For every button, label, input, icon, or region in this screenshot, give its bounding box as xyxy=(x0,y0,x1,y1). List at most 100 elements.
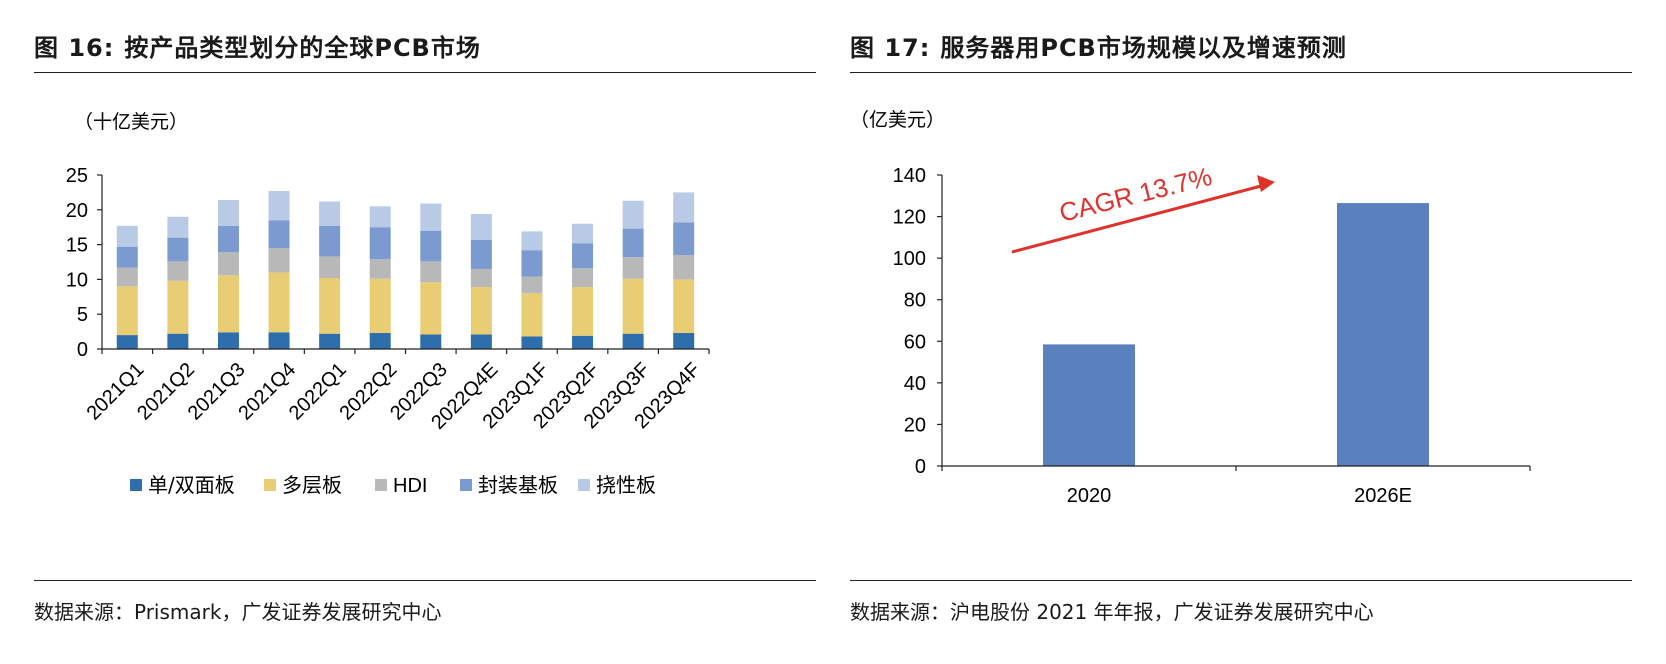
bar-segment xyxy=(369,278,391,333)
bar xyxy=(1043,344,1135,466)
figure-16-title-text: 按产品类型划分的全球PCB市场 xyxy=(124,34,481,62)
bar-segment xyxy=(572,223,594,244)
bar-segment xyxy=(673,255,695,280)
x-tick-label: 2020 xyxy=(1067,485,1112,507)
bar-segment xyxy=(622,200,644,229)
bar-segment xyxy=(217,225,239,253)
figure-16: 图 16: 按产品类型划分的全球PCB市场 （十亿美元） 0 5 10 15 20 25 202… xyxy=(34,0,816,664)
bar-segment xyxy=(673,222,695,256)
legend-item: HDI xyxy=(375,475,427,497)
source-rule xyxy=(34,580,816,581)
bar-segment xyxy=(521,293,543,337)
bar xyxy=(1337,203,1429,466)
y-tick-label: 120 xyxy=(893,207,926,229)
bar-segment xyxy=(116,225,138,247)
bar-segment xyxy=(622,257,644,279)
bar-segment xyxy=(116,335,138,349)
legend-swatch xyxy=(460,479,472,491)
bar-segment xyxy=(217,252,239,276)
figure-16-source: 数据来源：Prismark，广发证券发展研究中心 xyxy=(34,600,442,624)
bar-segment xyxy=(268,272,290,333)
legend-label: HDI xyxy=(393,475,427,497)
y-unit-label: （十亿美元） xyxy=(74,111,188,133)
bar-segment xyxy=(319,333,341,349)
bar-segment xyxy=(673,332,695,349)
figure-17-label: 图 17: xyxy=(850,34,931,62)
figure-17-title-text: 服务器用PCB市场规模以及增速预测 xyxy=(940,34,1347,62)
legend-label: 多层板 xyxy=(282,473,342,497)
bar-segment xyxy=(369,206,391,228)
bar-segment xyxy=(470,239,492,269)
bar-segment xyxy=(420,282,442,335)
legend-item: 封装基板 xyxy=(460,473,558,497)
y-tick-label: 20 xyxy=(904,414,926,436)
y-tick-label: 5 xyxy=(77,304,88,326)
bar-segment xyxy=(673,192,695,223)
bar-segment xyxy=(470,287,492,335)
y-tick-label: 40 xyxy=(904,373,926,395)
title-rule xyxy=(34,72,816,73)
y-tick-label: 60 xyxy=(904,331,926,353)
bar-segment xyxy=(470,268,492,288)
legend-swatch xyxy=(375,479,387,491)
y-tick-label: 140 xyxy=(893,165,926,187)
y-tick-label: 10 xyxy=(66,269,88,291)
bar-segment xyxy=(521,231,543,251)
bar-segment xyxy=(622,228,644,258)
bar-segment xyxy=(319,256,341,279)
bar-segment xyxy=(268,220,290,249)
cagr-arrow-line xyxy=(1011,184,1262,254)
figure-17-title: 图 17: 服务器用PCB市场规模以及增速预测 xyxy=(850,28,1347,63)
bar-segment xyxy=(420,334,442,349)
figure-17-source: 数据来源：沪电股份 2021 年年报，广发证券发展研究中心 xyxy=(850,600,1374,624)
bar-segment xyxy=(470,334,492,349)
bar-segment xyxy=(521,250,543,277)
y-tick-label: 100 xyxy=(893,248,926,270)
bar-segment xyxy=(673,279,695,333)
bar-segment xyxy=(369,332,391,349)
bar-segment xyxy=(319,225,341,257)
y-tick-label: 15 xyxy=(66,235,88,257)
bar-segment xyxy=(420,261,442,283)
bar-segment xyxy=(572,268,594,288)
legend-item: 单/双面板 xyxy=(130,473,235,497)
bar-segment xyxy=(622,278,644,334)
bar-segment xyxy=(521,276,543,294)
bar-segment xyxy=(420,230,442,262)
bar-segment xyxy=(572,335,594,349)
y-unit-label: （亿美元） xyxy=(850,109,945,131)
legend-swatch xyxy=(130,479,142,491)
bar-segment xyxy=(369,259,391,279)
y-tick-label: 80 xyxy=(904,290,926,312)
bar-segment xyxy=(420,203,442,231)
bar-segment xyxy=(572,287,594,336)
source-rule xyxy=(850,580,1632,581)
bar-segment xyxy=(116,246,138,268)
x-tick-label: 2026E xyxy=(1354,485,1412,507)
legend-item: 挠性板 xyxy=(578,473,656,497)
bar-segment xyxy=(319,278,341,334)
bar-segment xyxy=(167,280,189,334)
y-tick-label: 0 xyxy=(915,456,926,478)
bar-segment xyxy=(167,237,189,262)
figure-17: 图 17: 服务器用PCB市场规模以及增速预测 （亿美元） 0 20 40 60 80 100… xyxy=(850,0,1632,664)
legend-item: 多层板 xyxy=(264,473,342,497)
bar-segment xyxy=(217,200,239,226)
legend-label: 封装基板 xyxy=(478,473,558,497)
bar-segment xyxy=(268,248,290,273)
title-rule xyxy=(850,72,1632,73)
legend: 单/双面板 多层板 HDI 封装基板 挠性板 xyxy=(130,473,656,497)
figure-16-label: 图 16: xyxy=(34,34,115,62)
legend-label: 挠性板 xyxy=(596,473,656,497)
y-tick-label: 25 xyxy=(66,165,88,187)
bar-segment xyxy=(268,191,290,221)
figure-16-title: 图 16: 按产品类型划分的全球PCB市场 xyxy=(34,28,481,63)
legend-swatch xyxy=(578,479,590,491)
stacked-bar-chart: （十亿美元）05101520252021Q12021Q22021Q32021Q4… xyxy=(66,111,710,497)
bar-segment xyxy=(470,213,492,240)
bar-segment xyxy=(268,332,290,349)
bar-segment xyxy=(116,286,138,336)
cagr-arrow-head xyxy=(1257,175,1275,192)
bar-segment xyxy=(167,333,189,349)
